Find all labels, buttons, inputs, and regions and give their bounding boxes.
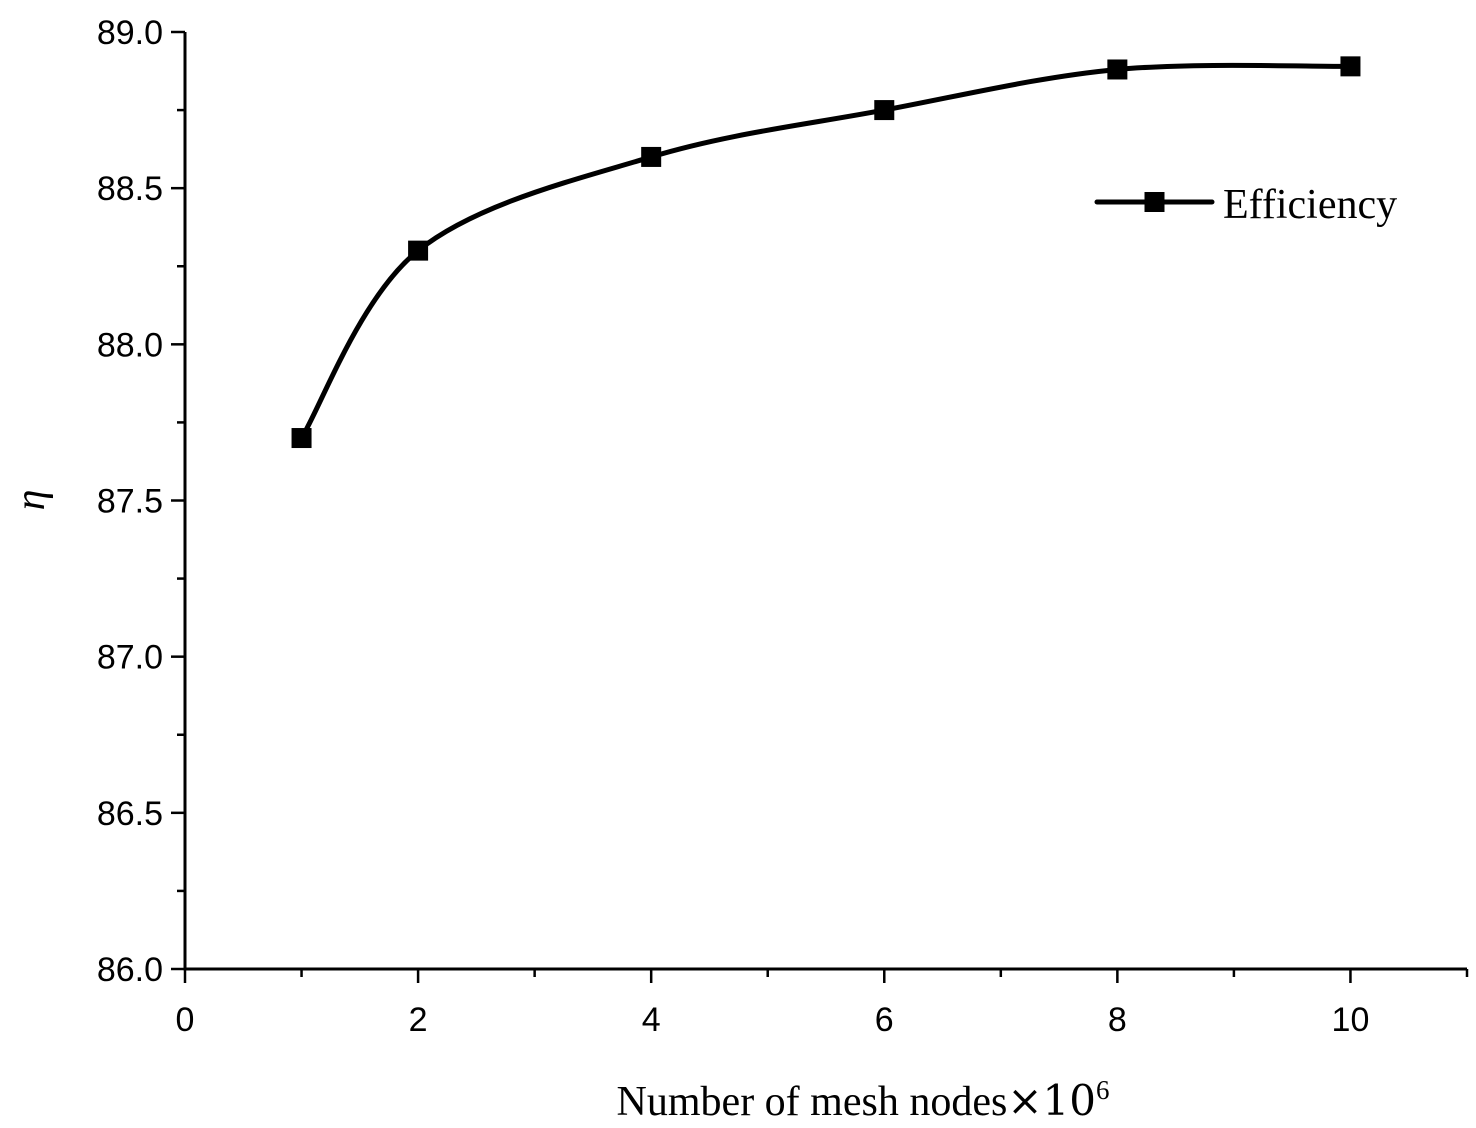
- y-axis-title: η: [8, 490, 54, 511]
- x-axis-title-text: Number of mesh nodes: [617, 1079, 1008, 1125]
- x-axis-unit-base: ×10: [1007, 1076, 1096, 1125]
- x-axis-title: Number of mesh nodes×106: [617, 1075, 1110, 1125]
- legend-marker-swatch: [1144, 192, 1165, 212]
- y-tick-label: 87.5: [97, 483, 163, 521]
- x-tick-label: 10: [1332, 1001, 1370, 1039]
- x-tick-label: 6: [875, 1001, 894, 1039]
- legend-label: Efficiency: [1223, 182, 1397, 228]
- efficiency-data-point: [874, 100, 895, 121]
- y-tick-label: 88.5: [97, 170, 163, 208]
- ticks: 0 2 4 6 8 10 86.0 86.5 87.0 87.5 88.0 88.5 89.0: [97, 14, 1469, 1039]
- efficiency-data-point: [641, 146, 662, 167]
- x-tick-label: 0: [176, 1001, 195, 1039]
- y-tick-label: 89.0: [97, 14, 163, 52]
- x-axis-unit-exponent: 6: [1096, 1075, 1110, 1105]
- y-tick-label: 87.0: [97, 639, 163, 677]
- series: [291, 56, 1361, 449]
- efficiency-data-point: [1107, 59, 1128, 80]
- efficiency-series-line: [299, 62, 1353, 441]
- legend: Efficiency: [1094, 182, 1397, 228]
- x-tick-label: 8: [1108, 1001, 1127, 1039]
- efficiency-data-point: [408, 240, 429, 261]
- efficiency-data-point: [291, 428, 312, 449]
- x-tick-label: 4: [642, 1001, 661, 1039]
- y-tick-label: 88.0: [97, 326, 163, 364]
- axes: [183, 32, 1467, 971]
- efficiency-data-point: [1340, 56, 1361, 77]
- y-tick-label: 86.5: [97, 795, 163, 833]
- y-tick-label: 86.0: [97, 951, 163, 989]
- x-tick-label: 2: [409, 1001, 428, 1039]
